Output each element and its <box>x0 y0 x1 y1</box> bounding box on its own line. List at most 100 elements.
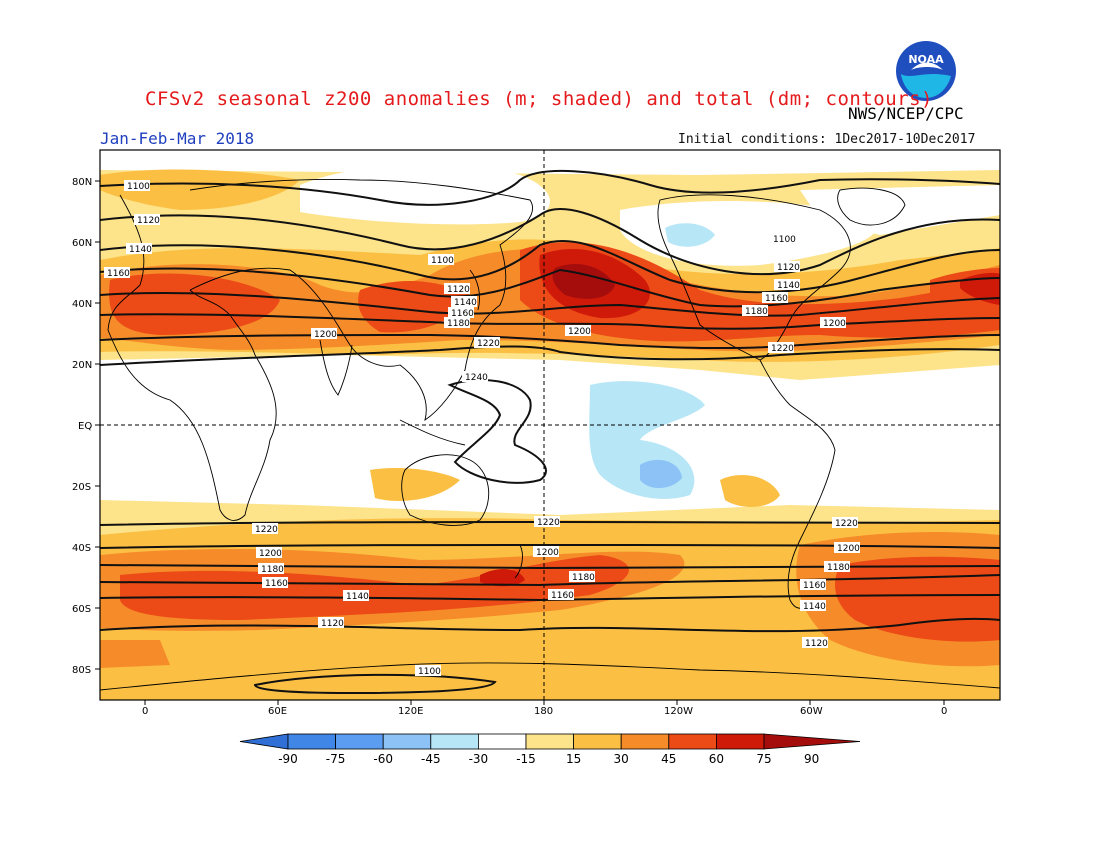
noaa-logo: NOAA <box>895 40 957 102</box>
colorbar-arrow-low <box>239 733 289 750</box>
shading-negative <box>589 223 715 499</box>
contour-label: 1120 <box>318 617 344 629</box>
lat-label: 20S <box>72 482 91 493</box>
contour-label: 1100 <box>770 233 796 245</box>
lat-ticks <box>95 180 100 670</box>
svg-text:1200: 1200 <box>259 549 282 559</box>
colorbar-tick-label: 15 <box>566 752 581 766</box>
contour-label: 1160 <box>762 292 788 304</box>
contour-label: 1120 <box>774 261 800 273</box>
svg-text:1120: 1120 <box>137 216 160 226</box>
contour-label: 1120 <box>134 214 160 226</box>
svg-text:1140: 1140 <box>454 298 477 308</box>
colorbar-arrow-high <box>763 733 861 750</box>
contour-label: 1220 <box>474 337 500 349</box>
svg-text:1100: 1100 <box>418 667 441 677</box>
svg-text:1140: 1140 <box>129 245 152 255</box>
colorbar-swatch <box>525 733 574 750</box>
contour-label: 1160 <box>548 589 574 601</box>
colorbar-tick-label: -15 <box>516 752 536 766</box>
colorbar-swatch <box>382 733 432 750</box>
contour-label: 1200 <box>565 325 591 337</box>
colorbar-tick-label: -75 <box>326 752 346 766</box>
colorbar-tick-label: 75 <box>756 752 771 766</box>
svg-text:1120: 1120 <box>321 619 344 629</box>
svg-text:1180: 1180 <box>827 563 850 573</box>
lon-label: 180 <box>534 706 553 717</box>
svg-text:1200: 1200 <box>837 544 860 554</box>
svg-text:1180: 1180 <box>572 573 595 583</box>
svg-text:1180: 1180 <box>447 319 470 329</box>
contour-label: 1100 <box>415 665 441 677</box>
contour-label: 1140 <box>800 600 826 612</box>
contour-label: 1120 <box>444 283 470 295</box>
chart-title: CFSv2 seasonal z200 anomalies (m; shaded… <box>145 88 933 110</box>
colorbar-swatch <box>668 733 717 750</box>
contour-label: 1140 <box>343 590 369 602</box>
colorbar-swatch <box>716 733 765 750</box>
lat-label: EQ <box>78 421 92 432</box>
svg-text:1200: 1200 <box>823 319 846 329</box>
lat-label: 40N <box>72 299 92 310</box>
colorbar-tick-label: 90 <box>804 752 819 766</box>
svg-text:1160: 1160 <box>451 309 474 319</box>
lat-label: 20N <box>72 360 92 371</box>
lon-label: 0 <box>142 706 148 717</box>
svg-text:1140: 1140 <box>346 592 369 602</box>
svg-text:1220: 1220 <box>537 518 560 528</box>
season-label: Jan-Feb-Mar 2018 <box>100 129 255 148</box>
contour-label: 1100 <box>124 180 150 192</box>
colorbar-tick-label: 60 <box>709 752 724 766</box>
svg-text:1200: 1200 <box>314 330 337 340</box>
colorbar-swatch <box>573 733 622 750</box>
colorbar-swatch <box>620 733 670 750</box>
svg-text:1220: 1220 <box>835 519 858 529</box>
contour-label: 1180 <box>444 317 470 329</box>
colorbar-tick-label: -30 <box>469 752 489 766</box>
svg-text:NOAA: NOAA <box>908 53 944 66</box>
svg-text:1120: 1120 <box>777 263 800 273</box>
svg-text:1220: 1220 <box>255 525 278 535</box>
lat-label: 40S <box>72 543 91 554</box>
svg-text:1160: 1160 <box>803 581 826 591</box>
contour-label: 1120 <box>802 637 828 649</box>
colorbar-tick-label: 45 <box>661 752 676 766</box>
lon-label: 60W <box>800 706 823 717</box>
contour-label: 1220 <box>252 523 278 535</box>
contour-label: 1220 <box>768 342 794 354</box>
colorbar-swatch <box>430 733 479 750</box>
lat-label: 80N <box>72 177 92 188</box>
contour-label: 1180 <box>824 561 850 573</box>
contour-label: 1200 <box>311 328 337 340</box>
colorbar-tick-label: -90 <box>278 752 298 766</box>
svg-text:1160: 1160 <box>265 579 288 589</box>
contour-label: 1160 <box>448 307 474 319</box>
svg-text:1240: 1240 <box>465 373 488 383</box>
longitude-labels: 0 60E 120E 180 120W 60W 0 <box>142 706 947 717</box>
colorbar-tick-label: -45 <box>421 752 441 766</box>
colorbar-swatch <box>335 733 384 750</box>
svg-text:1200: 1200 <box>536 548 559 558</box>
latitude-labels: 80N 60N 40N 20N EQ 20S 40S 60S 80S <box>72 177 92 676</box>
contour-label: 1160 <box>262 577 288 589</box>
svg-text:1220: 1220 <box>771 344 794 354</box>
svg-text:1160: 1160 <box>765 294 788 304</box>
colorbar-tick-label: -60 <box>373 752 393 766</box>
svg-text:1140: 1140 <box>777 281 800 291</box>
shading-90plus <box>552 264 615 299</box>
lon-ticks <box>144 700 945 705</box>
contour-label: 1220 <box>832 517 858 529</box>
svg-text:1100: 1100 <box>431 256 454 266</box>
contour-label: 1180 <box>258 563 284 575</box>
lat-label: 80S <box>72 665 91 676</box>
contour-label: 1200 <box>820 317 846 329</box>
contour-label: 1160 <box>800 579 826 591</box>
contour-label: 1200 <box>533 546 559 558</box>
svg-text:1160: 1160 <box>107 269 130 279</box>
lon-label: 60E <box>268 706 287 717</box>
lon-label: 120W <box>664 706 693 717</box>
initial-conditions: Initial conditions: 1Dec2017-10Dec2017 <box>678 132 976 147</box>
lon-label: 0 <box>941 706 947 717</box>
contour-label: 1140 <box>451 296 477 308</box>
